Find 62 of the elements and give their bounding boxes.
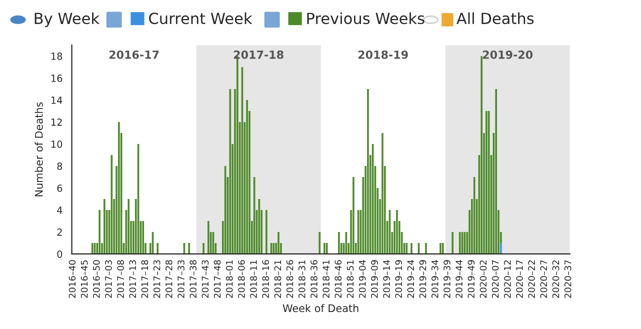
legend-label: Previous Weeks	[307, 12, 424, 24]
x-tick-label: 2019–09	[371, 260, 378, 298]
x-tick-label: 2017–48	[214, 260, 221, 298]
text: All Deaths	[456, 12, 534, 24]
x-tick-label: 2017–23	[153, 260, 160, 298]
x-tick-label: 2019–04	[358, 260, 366, 298]
annotation: 2016-17	[109, 50, 159, 59]
x-tick-label: 2018–26	[286, 260, 294, 298]
x-tick-label: 2020–27	[540, 260, 548, 298]
x-tick-label: 2017–03	[105, 260, 112, 298]
x-tick-label: 2017–08	[117, 260, 124, 298]
x-tick-label: 2019–19	[395, 260, 402, 298]
x-tick-label: 2017–28	[166, 260, 172, 298]
x-tick-label: 2017–13	[129, 260, 136, 298]
x-tick-label: 2016–45	[80, 260, 88, 298]
x-tick-label: 2020–32	[552, 260, 560, 298]
y-axis-title: Number of Deaths	[34, 102, 43, 196]
y-tick-label: 8	[57, 162, 62, 170]
x-tick-label: 2018–36	[310, 260, 318, 298]
y-tick-label: 12	[51, 118, 62, 126]
legend-label: Current Week	[149, 12, 252, 24]
x-tick-label: 2020–17	[516, 260, 523, 298]
x-tick-label: 2016–40	[68, 260, 76, 298]
x-tick-label: 2018–06	[238, 260, 245, 298]
x-tick-label: 2020–37	[564, 260, 572, 298]
x-tick-label: 2018–46	[334, 260, 342, 298]
x-tick-label: 2017–43	[202, 260, 209, 298]
x-tick-label: 2019–39	[444, 260, 450, 298]
y-tick-label: 4	[57, 206, 62, 214]
x-tick-label: 2020–07	[492, 260, 499, 298]
x-axis-title: Week of Death	[282, 304, 358, 312]
y-tick-label: 6	[57, 184, 62, 192]
x-tick-label: 2018–01	[226, 260, 233, 298]
x-tick-label: 2019–24	[407, 260, 414, 298]
x-tick-label: 2016–50	[92, 260, 100, 298]
x-tick-label: 2019–29	[419, 260, 426, 298]
x-tick-label: 2020–22	[528, 260, 535, 298]
x-tick-label: 2019–44	[456, 260, 462, 298]
annotation: 2018-19	[358, 50, 408, 59]
x-tick-label: 2019–49	[468, 260, 475, 298]
x-tick-label: 2019–14	[383, 260, 390, 298]
y-tick-label: 10	[51, 140, 62, 148]
x-tick-label: 2017–38	[190, 260, 197, 298]
text: By Week	[34, 12, 100, 28]
y-tick-label: 0	[57, 250, 62, 258]
x-tick-label: 2018–21	[274, 260, 282, 298]
x-tick-label: 2017–18	[141, 260, 148, 298]
y-tick-label: 14	[51, 96, 62, 104]
annotation: 2019-20	[482, 50, 533, 59]
x-tick-label: 2017–33	[178, 260, 184, 298]
y-tick-label: 2	[57, 228, 62, 236]
x-tick-label: 2019–34	[431, 260, 438, 298]
x-tick-label: 2018–11	[250, 260, 257, 298]
annotation: 2017-18	[234, 50, 284, 59]
x-tick-label: 2020–12	[504, 260, 511, 298]
x-tick-label: 2018–41	[322, 260, 330, 298]
y-tick-label: 16	[51, 74, 62, 82]
x-tick-label: 2018–31	[298, 260, 306, 298]
x-tick-label: 2018–16	[262, 260, 270, 298]
x-tick-label: 2018–51	[346, 260, 354, 298]
x-tick-label: 2020–02	[480, 260, 487, 298]
y-tick-label: 18	[51, 52, 62, 60]
